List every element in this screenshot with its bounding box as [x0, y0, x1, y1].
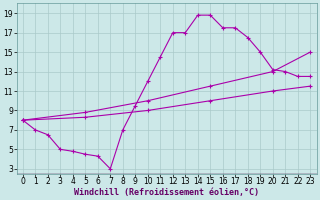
X-axis label: Windchill (Refroidissement éolien,°C): Windchill (Refroidissement éolien,°C)	[74, 188, 259, 197]
